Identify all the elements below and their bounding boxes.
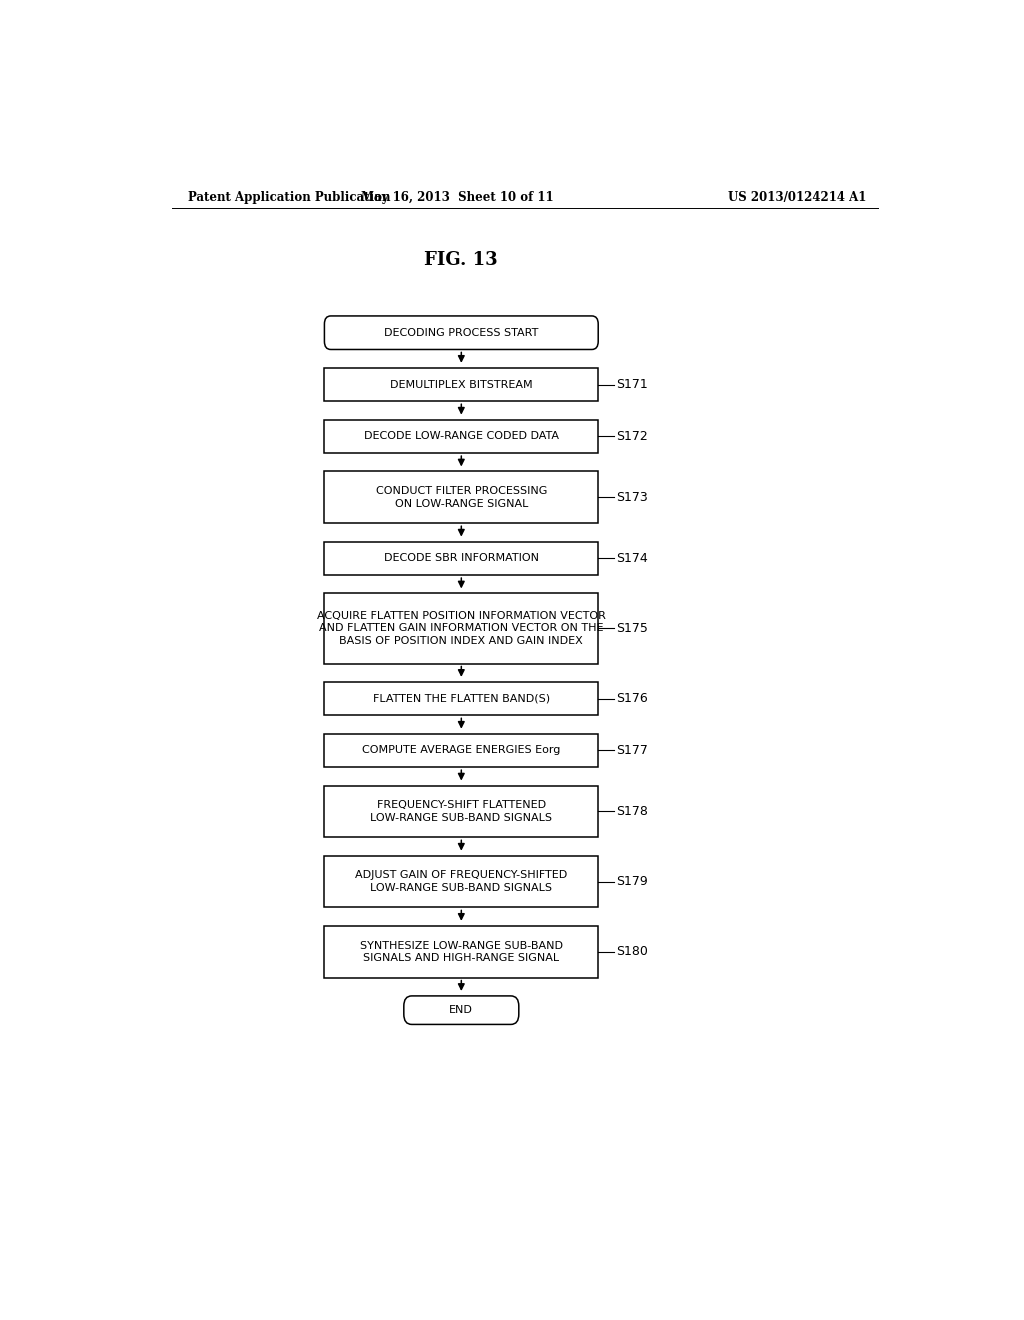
Text: END: END xyxy=(450,1005,473,1015)
Text: ADJUST GAIN OF FREQUENCY-SHIFTED
LOW-RANGE SUB-BAND SIGNALS: ADJUST GAIN OF FREQUENCY-SHIFTED LOW-RAN… xyxy=(355,870,567,892)
Bar xyxy=(325,734,598,767)
Text: SYNTHESIZE LOW-RANGE SUB-BAND
SIGNALS AND HIGH-RANGE SIGNAL: SYNTHESIZE LOW-RANGE SUB-BAND SIGNALS AN… xyxy=(359,941,563,962)
Bar xyxy=(325,855,598,907)
Text: S177: S177 xyxy=(616,744,648,756)
Bar xyxy=(325,541,598,576)
FancyBboxPatch shape xyxy=(403,995,519,1024)
Bar xyxy=(325,682,598,715)
FancyBboxPatch shape xyxy=(325,315,598,350)
Text: DECODING PROCESS START: DECODING PROCESS START xyxy=(384,327,539,338)
Text: DECODE LOW-RANGE CODED DATA: DECODE LOW-RANGE CODED DATA xyxy=(364,432,559,441)
Bar xyxy=(325,925,598,978)
Text: S175: S175 xyxy=(616,622,648,635)
Text: S179: S179 xyxy=(616,875,648,888)
Text: ACQUIRE FLATTEN POSITION INFORMATION VECTOR
AND FLATTEN GAIN INFORMATION VECTOR : ACQUIRE FLATTEN POSITION INFORMATION VEC… xyxy=(316,611,606,645)
Text: S174: S174 xyxy=(616,552,648,565)
Text: CONDUCT FILTER PROCESSING
ON LOW-RANGE SIGNAL: CONDUCT FILTER PROCESSING ON LOW-RANGE S… xyxy=(376,486,547,508)
Text: DEMULTIPLEX BITSTREAM: DEMULTIPLEX BITSTREAM xyxy=(390,380,532,389)
Text: US 2013/0124214 A1: US 2013/0124214 A1 xyxy=(728,190,866,203)
Bar xyxy=(325,471,598,523)
Text: S173: S173 xyxy=(616,491,648,504)
Text: COMPUTE AVERAGE ENERGIES Eorg: COMPUTE AVERAGE ENERGIES Eorg xyxy=(362,746,560,755)
Text: S178: S178 xyxy=(616,805,648,818)
Text: FREQUENCY-SHIFT FLATTENED
LOW-RANGE SUB-BAND SIGNALS: FREQUENCY-SHIFT FLATTENED LOW-RANGE SUB-… xyxy=(371,800,552,822)
Text: Patent Application Publication: Patent Application Publication xyxy=(187,190,390,203)
Text: S180: S180 xyxy=(616,945,648,958)
Bar xyxy=(325,785,598,837)
Text: S176: S176 xyxy=(616,692,648,705)
Bar xyxy=(325,368,598,401)
Text: S171: S171 xyxy=(616,378,648,391)
Text: S172: S172 xyxy=(616,430,648,444)
Text: May 16, 2013  Sheet 10 of 11: May 16, 2013 Sheet 10 of 11 xyxy=(361,190,554,203)
Bar xyxy=(325,420,598,453)
Text: FIG. 13: FIG. 13 xyxy=(425,251,498,269)
Text: FLATTEN THE FLATTEN BAND(S): FLATTEN THE FLATTEN BAND(S) xyxy=(373,693,550,704)
Bar xyxy=(325,594,598,664)
Text: DECODE SBR INFORMATION: DECODE SBR INFORMATION xyxy=(384,553,539,564)
